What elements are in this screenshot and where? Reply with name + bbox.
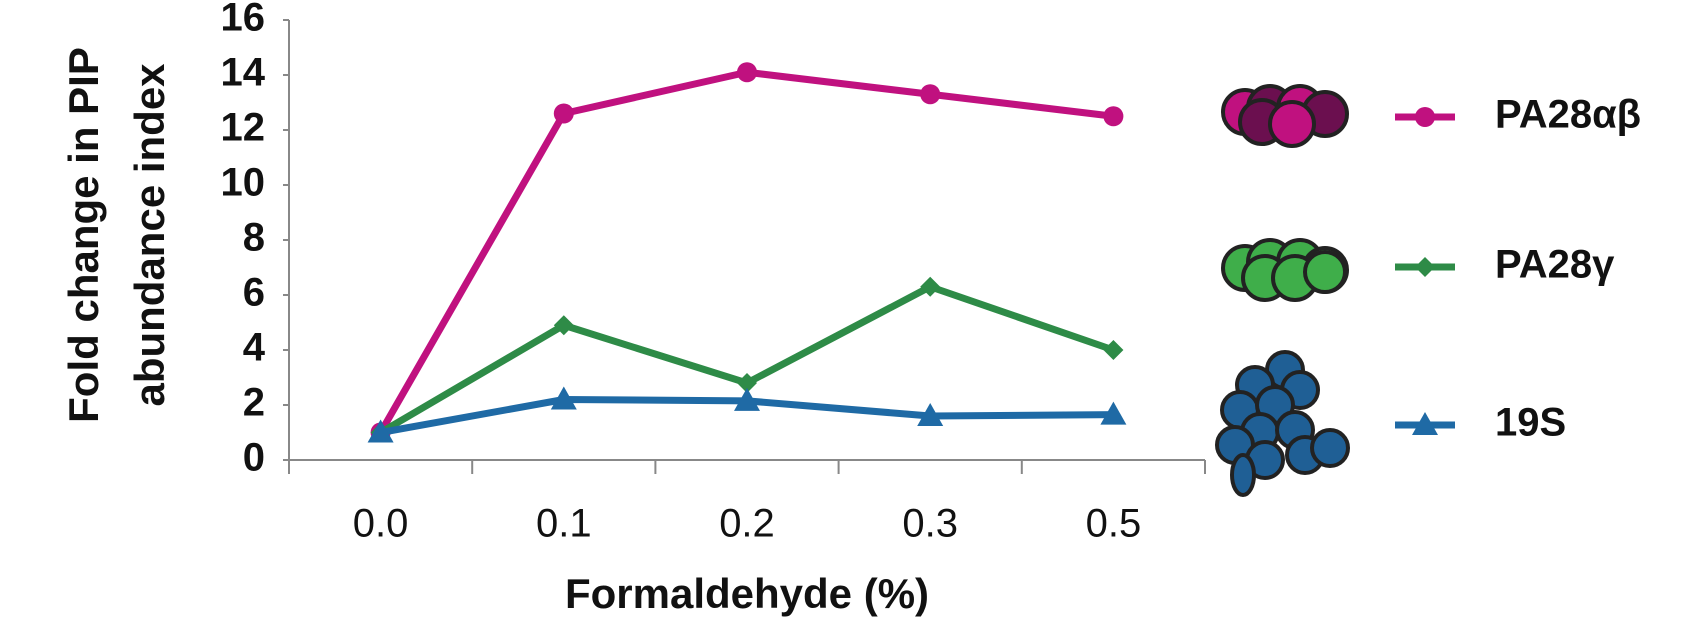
x-tick-label: 0.5: [1086, 502, 1142, 546]
icon-pa28g: [1223, 240, 1347, 300]
y-tick-label: 2: [243, 381, 265, 425]
y-tick-label: 16: [221, 0, 266, 40]
marker: [1103, 106, 1123, 126]
legend-label: 19S: [1495, 401, 1566, 445]
ylabel: Fold change in PIP abundance index: [60, 47, 173, 423]
legend-label: PA28γ: [1495, 243, 1615, 287]
chart: Fold change in PIP abundance index Forma…: [0, 0, 1702, 627]
y-tick-label: 4: [243, 326, 266, 370]
y-tick-label: 14: [221, 51, 266, 95]
icon-19s: [1217, 352, 1348, 495]
marker: [1103, 340, 1123, 360]
x-tick-label: 0.2: [719, 502, 775, 546]
y-tick-label: 0: [243, 436, 265, 480]
marker: [1415, 107, 1435, 127]
legend-label: PA28αβ: [1495, 93, 1641, 137]
x-tick-label: 0.3: [902, 502, 958, 546]
x-axis-title: Formaldehyde (%): [565, 570, 929, 617]
y-tick-label: 6: [243, 271, 265, 315]
y-tick-label: 10: [221, 161, 266, 205]
marker: [1415, 257, 1435, 277]
marker: [920, 84, 940, 104]
y-axis-title: abundance index: [126, 63, 173, 407]
icon-pa28ab: [1223, 86, 1347, 146]
marker: [737, 62, 757, 82]
x-tick-label: 0.1: [536, 502, 592, 546]
x-tick-label: 0.0: [353, 502, 409, 546]
y-axis-title: Fold change in PIP: [60, 47, 107, 423]
y-tick-label: 8: [243, 216, 265, 260]
y-tick-label: 12: [221, 106, 266, 150]
marker: [554, 104, 574, 124]
